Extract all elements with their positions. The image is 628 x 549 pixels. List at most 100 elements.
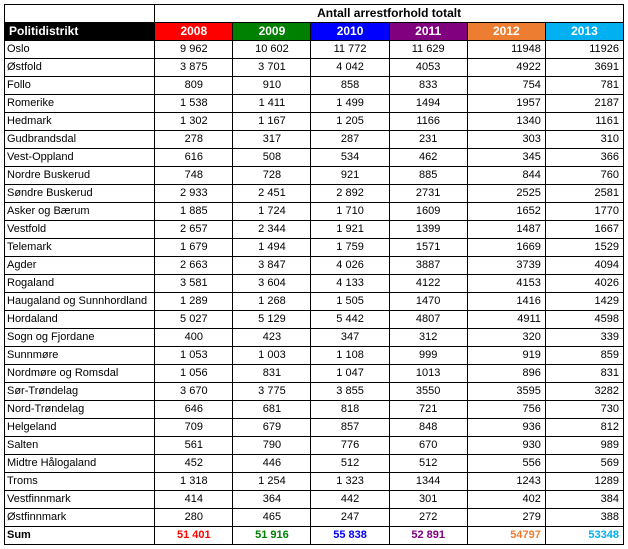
value-cell: 1 289 [155, 293, 233, 311]
value-cell: 999 [389, 347, 467, 365]
value-cell: 728 [233, 167, 311, 185]
district-cell: Follo [5, 77, 155, 95]
value-cell: 2187 [545, 95, 623, 113]
value-cell: 556 [467, 455, 545, 473]
value-cell: 4 133 [311, 275, 389, 293]
value-cell: 320 [467, 329, 545, 347]
table-row: Haugaland og Sunnhordland1 2891 2681 505… [5, 293, 624, 311]
value-cell: 1 167 [233, 113, 311, 131]
value-cell: 4094 [545, 257, 623, 275]
value-cell: 1 205 [311, 113, 389, 131]
value-cell: 11 629 [389, 41, 467, 59]
value-cell: 512 [311, 455, 389, 473]
value-cell: 760 [545, 167, 623, 185]
value-cell: 709 [155, 419, 233, 437]
district-cell: Søndre Buskerud [5, 185, 155, 203]
district-cell: Agder [5, 257, 155, 275]
value-cell: 303 [467, 131, 545, 149]
value-cell: 2581 [545, 185, 623, 203]
value-cell: 317 [233, 131, 311, 149]
district-cell: Helgeland [5, 419, 155, 437]
value-cell: 287 [311, 131, 389, 149]
table-row: Oslo9 96210 60211 77211 6291194811926 [5, 41, 624, 59]
district-cell: Midtre Hålogaland [5, 455, 155, 473]
value-cell: 670 [389, 437, 467, 455]
value-cell: 1 885 [155, 203, 233, 221]
value-cell: 400 [155, 329, 233, 347]
value-cell: 2 657 [155, 221, 233, 239]
value-cell: 844 [467, 167, 545, 185]
value-cell: 1 047 [311, 365, 389, 383]
value-cell: 921 [311, 167, 389, 185]
value-cell: 5 129 [233, 311, 311, 329]
value-cell: 278 [155, 131, 233, 149]
district-cell: Salten [5, 437, 155, 455]
value-cell: 1470 [389, 293, 467, 311]
value-cell: 848 [389, 419, 467, 437]
value-cell: 1 254 [233, 473, 311, 491]
value-cell: 754 [467, 77, 545, 95]
value-cell: 414 [155, 491, 233, 509]
value-cell: 1 318 [155, 473, 233, 491]
value-cell: 989 [545, 437, 623, 455]
value-cell: 1571 [389, 239, 467, 257]
value-cell: 1529 [545, 239, 623, 257]
value-cell: 512 [389, 455, 467, 473]
value-cell: 5 442 [311, 311, 389, 329]
year-header-2013: 2013 [545, 23, 623, 41]
district-cell: Østfold [5, 59, 155, 77]
table-row: Midtre Hålogaland452446512512556569 [5, 455, 624, 473]
value-cell: 5 027 [155, 311, 233, 329]
district-cell: Nord-Trøndelag [5, 401, 155, 419]
value-cell: 1 505 [311, 293, 389, 311]
district-cell: Haugaland og Sunnhordland [5, 293, 155, 311]
value-cell: 339 [545, 329, 623, 347]
table-row: Salten561790776670930989 [5, 437, 624, 455]
value-cell: 10 602 [233, 41, 311, 59]
value-cell: 818 [311, 401, 389, 419]
value-cell: 3282 [545, 383, 623, 401]
value-cell: 1 710 [311, 203, 389, 221]
table-row: Sør-Trøndelag3 6703 7753 855355035953282 [5, 383, 624, 401]
district-cell: Sogn og Fjordane [5, 329, 155, 347]
value-cell: 3 847 [233, 257, 311, 275]
value-cell: 366 [545, 149, 623, 167]
value-cell: 1 268 [233, 293, 311, 311]
value-cell: 859 [545, 347, 623, 365]
district-cell: Vest-Oppland [5, 149, 155, 167]
table-row: Asker og Bærum1 8851 7241 71016091652177… [5, 203, 624, 221]
sum-value-2008: 51 401 [155, 527, 233, 545]
value-cell: 776 [311, 437, 389, 455]
table-row: Søndre Buskerud2 9332 4512 8922731252525… [5, 185, 624, 203]
district-cell: Sør-Trøndelag [5, 383, 155, 401]
value-cell: 11948 [467, 41, 545, 59]
value-cell: 11926 [545, 41, 623, 59]
super-header: Antall arrestforhold totalt [155, 5, 624, 23]
district-cell: Telemark [5, 239, 155, 257]
table-row: Sunnmøre1 0531 0031 108999919859 [5, 347, 624, 365]
value-cell: 936 [467, 419, 545, 437]
value-cell: 3 855 [311, 383, 389, 401]
value-cell: 2 663 [155, 257, 233, 275]
table-row: Agder2 6633 8474 026388737394094 [5, 257, 624, 275]
value-cell: 1609 [389, 203, 467, 221]
table-row: Romerike1 5381 4111 499149419572187 [5, 95, 624, 113]
value-cell: 1487 [467, 221, 545, 239]
table-row: Follo809910858833754781 [5, 77, 624, 95]
value-cell: 781 [545, 77, 623, 95]
value-cell: 272 [389, 509, 467, 527]
sum-value-2012: 54797 [467, 527, 545, 545]
value-cell: 4053 [389, 59, 467, 77]
value-cell: 569 [545, 455, 623, 473]
value-cell: 1340 [467, 113, 545, 131]
table-row: Sogn og Fjordane400423347312320339 [5, 329, 624, 347]
value-cell: 809 [155, 77, 233, 95]
district-cell: Vestfinnmark [5, 491, 155, 509]
year-header-2009: 2009 [233, 23, 311, 41]
value-cell: 1 921 [311, 221, 389, 239]
value-cell: 4922 [467, 59, 545, 77]
sum-value-2009: 51 916 [233, 527, 311, 545]
value-cell: 452 [155, 455, 233, 473]
value-cell: 1652 [467, 203, 545, 221]
value-cell: 896 [467, 365, 545, 383]
